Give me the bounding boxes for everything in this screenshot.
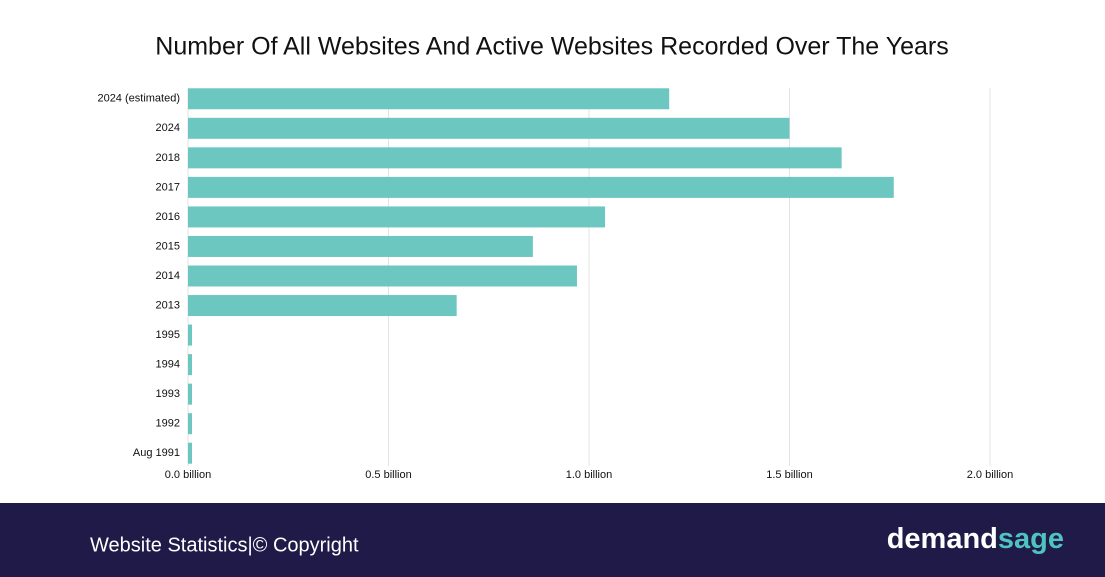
y-tick-label: 2024 — [156, 122, 180, 134]
y-tick-label: 2013 — [156, 299, 180, 311]
bar — [188, 354, 193, 376]
bar — [188, 176, 894, 198]
footer-band — [0, 503, 1105, 577]
x-tick-label: 2.0 billion — [967, 469, 1013, 481]
bar — [188, 147, 842, 169]
y-tick-label: 1995 — [156, 329, 180, 341]
y-tick-label: 1994 — [156, 359, 180, 371]
logo-first: demand — [887, 523, 998, 555]
bar — [188, 88, 670, 110]
y-tick-label: 2015 — [156, 240, 180, 252]
logo: demandsage — [887, 523, 1064, 555]
x-tick-label: 1.5 billion — [766, 469, 812, 481]
y-tick-label: 2016 — [156, 211, 180, 223]
bar — [188, 235, 533, 257]
bar — [188, 324, 193, 346]
x-tick-label: 1.0 billion — [566, 469, 612, 481]
y-tick-label: 2017 — [156, 181, 180, 193]
bar — [188, 413, 193, 435]
y-tick-label: 1993 — [156, 388, 180, 400]
footer-text: Website Statistics|© Copyright — [90, 534, 359, 556]
bar — [188, 442, 193, 464]
bar — [188, 295, 457, 317]
y-tick-label: 2024 (estimated) — [97, 93, 180, 105]
x-tick-label: 0.5 billion — [365, 469, 411, 481]
chart-title: Number Of All Websites And Active Websit… — [155, 33, 948, 61]
y-tick-label: Aug 1991 — [133, 447, 180, 459]
plot-area: 0.0 billion 0.5 billion 1.0 billion 1.5 bil… — [97, 88, 1013, 481]
bar — [188, 383, 193, 405]
y-tick-label: 1992 — [156, 418, 180, 430]
logo-second: sage — [998, 523, 1064, 555]
x-tick-label: 0.0 billion — [165, 469, 211, 481]
y-tick-label: 2014 — [156, 270, 180, 282]
y-tick-label: 2018 — [156, 152, 180, 164]
bar — [188, 117, 790, 139]
bar — [188, 265, 577, 287]
bar — [188, 206, 606, 228]
